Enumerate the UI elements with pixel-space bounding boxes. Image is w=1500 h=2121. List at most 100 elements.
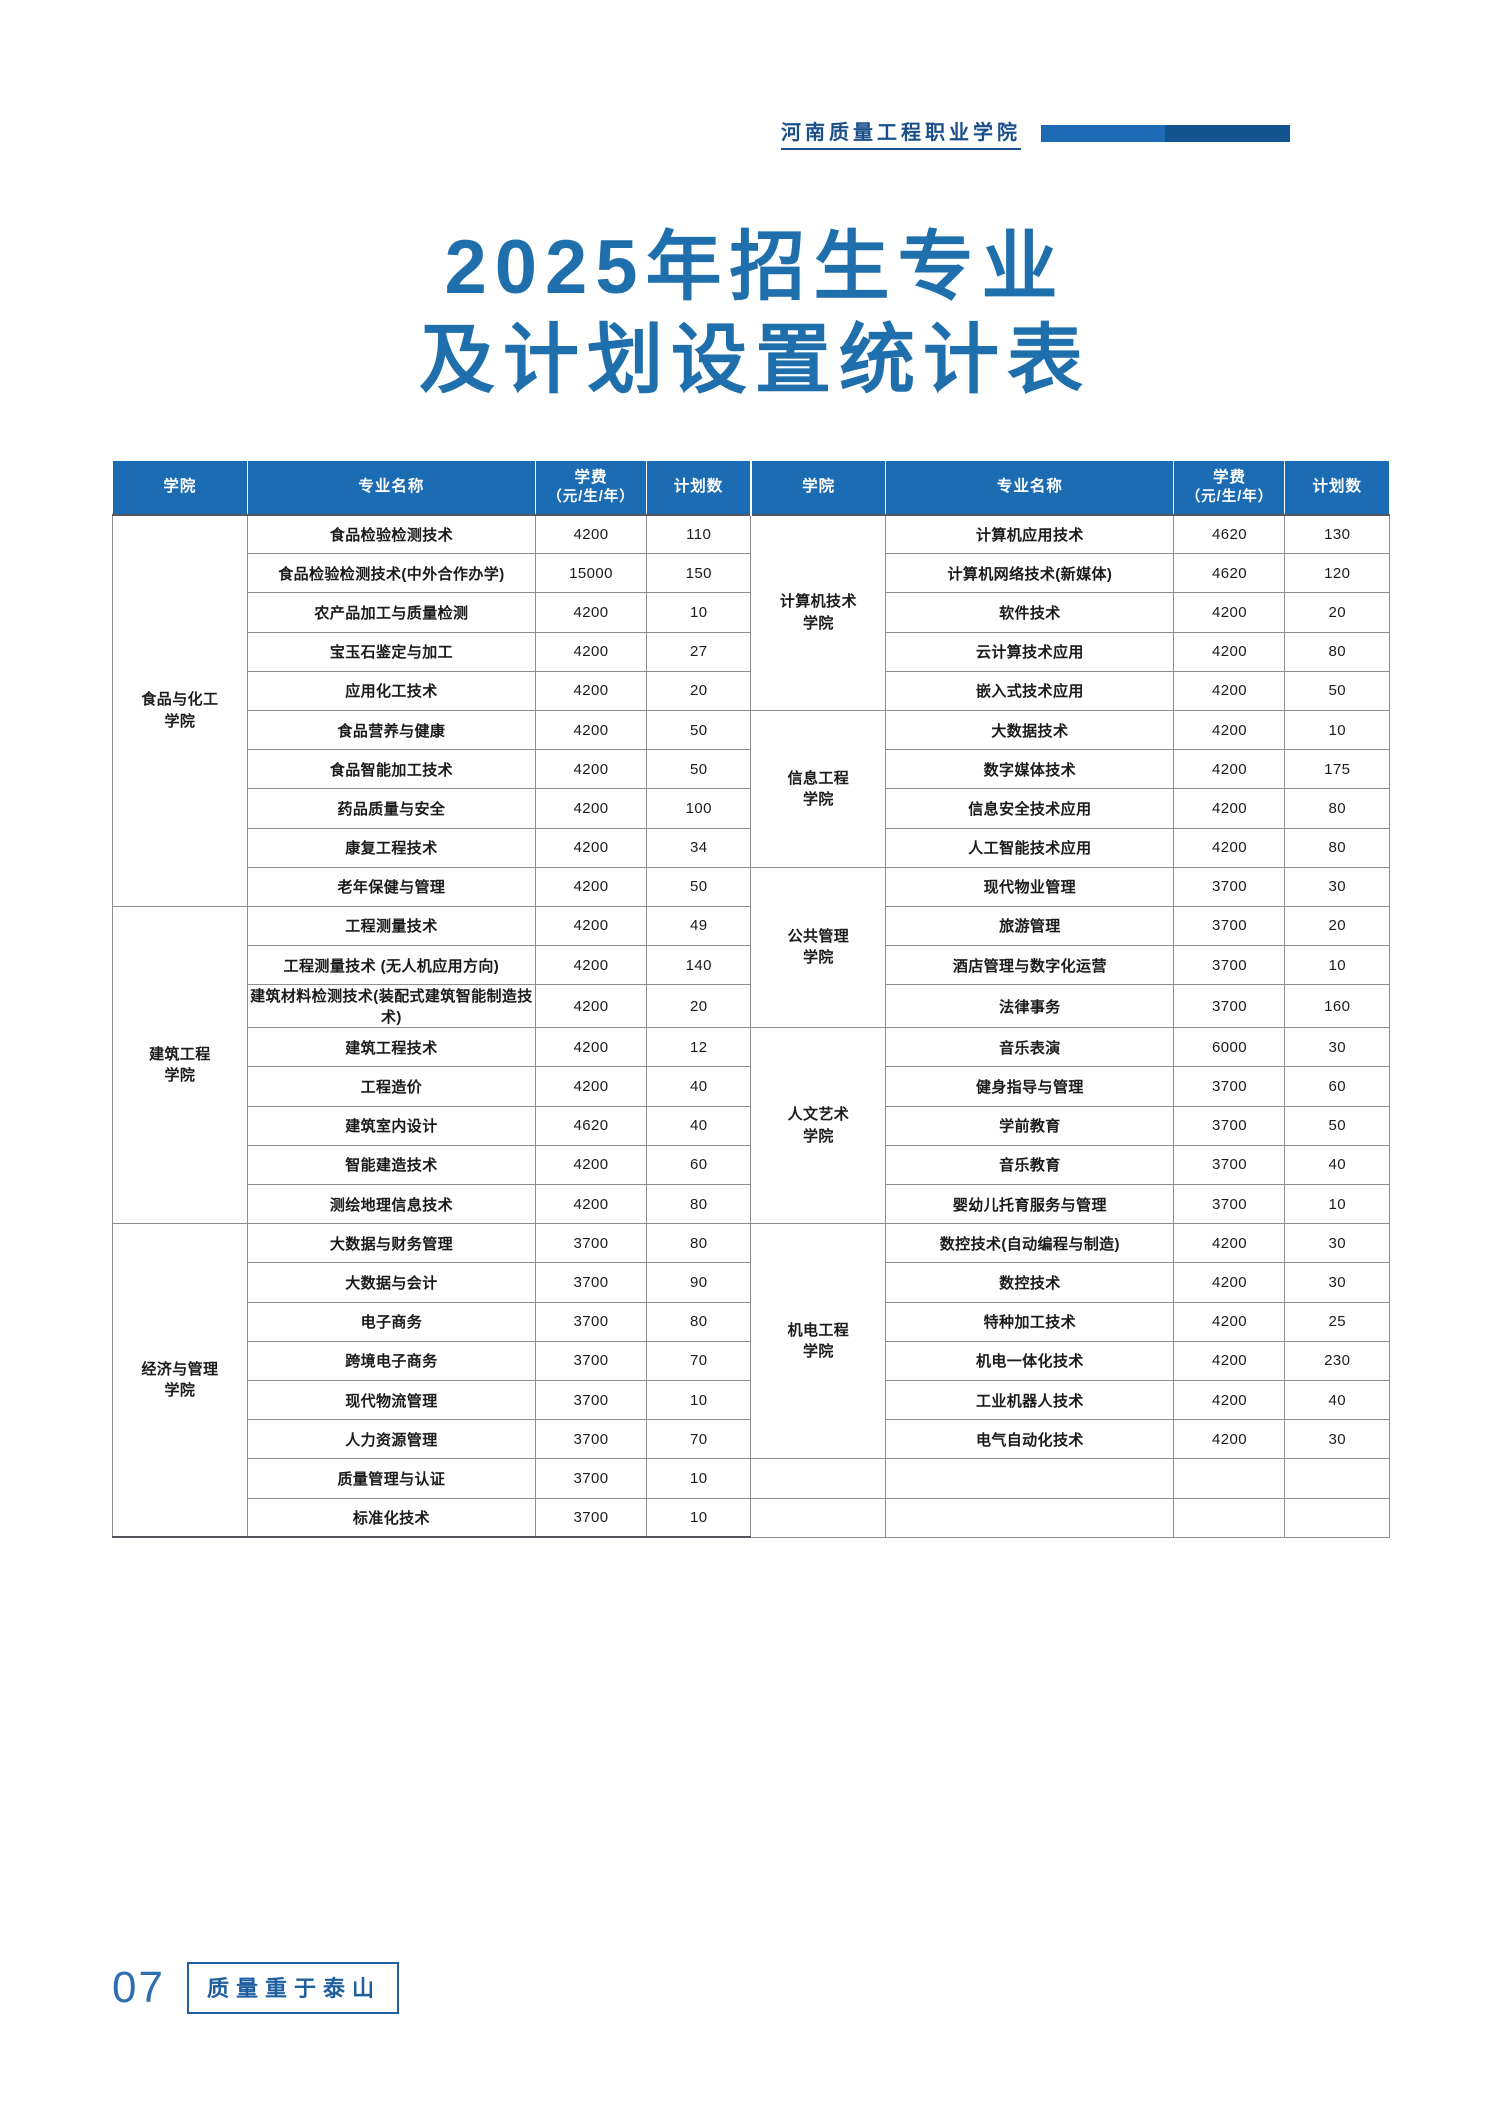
major-name-cell: 跨境电子商务 (246, 1340, 537, 1381)
plan-count-cell: 10 (1284, 945, 1390, 986)
col-header-fee-left: 学费 （元/生/年） (534, 460, 648, 515)
col-header-college-left: 学院 (112, 460, 248, 515)
tuition-fee-cell: 4200 (1173, 1223, 1286, 1264)
major-name-cell: 建筑工程技术 (246, 1027, 537, 1068)
major-name-cell: 农产品加工与质量检测 (246, 592, 537, 633)
plan-count-cell: 175 (1284, 749, 1390, 790)
major-name-cell: 老年保健与管理 (246, 866, 537, 907)
major-name-cell: 音乐教育 (885, 1144, 1175, 1186)
plan-count-cell: 40 (1284, 1379, 1390, 1421)
tuition-fee-cell: 4200 (534, 1144, 648, 1186)
tuition-fee-cell: 3700 (1173, 984, 1286, 1029)
table-header-row: 学院 专业名称 学费 （元/生/年） 计划数 学院 专业名称 学费 （元/生/年… (112, 460, 1390, 515)
plan-count-cell: 30 (1284, 1223, 1390, 1264)
major-name-cell: 现代物业管理 (885, 866, 1175, 907)
col-header-college-right: 学院 (749, 460, 887, 515)
major-name-cell: 智能建造技术 (246, 1144, 537, 1186)
empty-cell (885, 1497, 1175, 1538)
plan-count-cell: 10 (646, 1458, 752, 1499)
major-name-cell: 食品检验检测技术 (246, 513, 537, 555)
col-header-fee-unit-right: （元/生/年） (1185, 488, 1274, 505)
plan-count-cell: 50 (1284, 1105, 1390, 1146)
plan-count-cell: 70 (646, 1340, 752, 1381)
plan-count-cell: 40 (646, 1066, 752, 1107)
header-bar-dark (1165, 124, 1290, 142)
col-header-fee-unit-left: （元/生/年） (547, 488, 635, 505)
tuition-fee-cell: 4200 (1173, 592, 1286, 633)
table-row: 建筑工程 学院 工程测量技术 4200 49 旅游管理 3700 20 (112, 905, 1390, 1225)
tuition-fee-cell: 4200 (534, 670, 648, 711)
major-name-cell: 电气自动化技术 (885, 1419, 1175, 1460)
tuition-fee-cell: 3700 (1173, 905, 1286, 947)
plan-count-cell: 10 (646, 1497, 752, 1539)
table-row: 农产品加工与质量检测 4200 10 软件技术 4200 20 (113, 592, 1390, 633)
college-cell-right: 人文艺术 学院 (750, 1027, 887, 1225)
empty-cell (1284, 1497, 1390, 1538)
page-footer: 07 质量重于泰山 (112, 1962, 399, 2014)
col-header-plan-right: 计划数 (1284, 460, 1390, 515)
tuition-fee-cell: 6000 (1173, 1027, 1286, 1068)
header-decor-bars (1041, 124, 1290, 142)
plan-count-cell: 30 (1284, 1419, 1390, 1460)
tuition-fee-cell: 3700 (1173, 1066, 1286, 1107)
college-cell-right: 信息工程 学院 (750, 709, 887, 868)
table-row: 现代物流管理 3700 10 工业机器人技术 4200 40 (113, 1379, 1390, 1421)
page-title-line2: 及计划设置统计表 (419, 317, 1091, 403)
tuition-fee-cell: 3700 (1173, 866, 1286, 907)
page-number: 07 (112, 1963, 165, 2012)
tuition-fee-cell: 3700 (534, 1340, 648, 1381)
plan-count-cell: 30 (1284, 1262, 1390, 1303)
major-name-cell: 嵌入式技术应用 (885, 670, 1175, 711)
page-title: 2025年招生专业 及计划设置统计表 (0, 222, 1500, 407)
plan-count-cell: 70 (646, 1419, 752, 1460)
major-name-cell: 大数据技术 (885, 709, 1175, 751)
plan-count-cell: 12 (646, 1027, 752, 1068)
plan-count-cell: 60 (1284, 1066, 1390, 1107)
major-name-cell: 大数据与会计 (246, 1262, 537, 1303)
plan-count-cell: 10 (1284, 709, 1390, 751)
plan-count-cell: 40 (646, 1105, 752, 1146)
plan-count-cell: 20 (1284, 592, 1390, 633)
major-name-cell: 建筑材料检测技术(装配式建筑智能制造技术) (246, 984, 537, 1029)
major-name-cell: 现代物流管理 (246, 1379, 537, 1421)
tuition-fee-cell: 4200 (534, 709, 648, 751)
empty-cell (1173, 1497, 1286, 1538)
major-name-cell: 数控技术 (885, 1262, 1175, 1303)
major-name-cell: 人工智能技术应用 (885, 827, 1175, 868)
tuition-fee-cell: 4200 (534, 749, 648, 790)
tuition-fee-cell: 4200 (534, 866, 648, 907)
plan-count-cell: 80 (1284, 631, 1390, 672)
college-cell-right: 公共管理 学院 (750, 866, 887, 1029)
major-name-cell: 大数据与财务管理 (246, 1223, 537, 1264)
table-row: 康复工程技术 4200 34 人工智能技术应用 4200 80 (113, 827, 1390, 868)
tuition-fee-cell: 4200 (1173, 1262, 1286, 1303)
table-row: 宝玉石鉴定与加工 4200 27 云计算技术应用 4200 80 (113, 631, 1390, 672)
motto-badge: 质量重于泰山 (186, 1962, 399, 2014)
tuition-fee-cell: 4200 (534, 984, 648, 1029)
major-name-cell: 食品营养与健康 (246, 709, 537, 751)
empty-cell (750, 1458, 887, 1499)
table-row: 食品与化工 学院 食品检验检测技术 4200 110 计算机技术 学院 计算机应用技术 4620… (112, 513, 1390, 907)
plan-count-cell: 90 (646, 1262, 752, 1303)
plan-count-cell: 60 (646, 1144, 752, 1186)
plan-count-cell: 160 (1284, 984, 1390, 1029)
major-name-cell: 食品检验检测技术(中外合作办学) (246, 553, 537, 594)
col-header-major-left: 专业名称 (246, 460, 537, 515)
plan-count-cell: 10 (646, 1379, 752, 1421)
table-row: 工程造价 4200 40 健身指导与管理 3700 60 (113, 1066, 1390, 1107)
major-name-cell: 音乐表演 (885, 1027, 1175, 1068)
tuition-fee-cell: 4200 (1173, 1301, 1286, 1342)
tuition-fee-cell: 15000 (534, 553, 648, 594)
table-row: 电子商务 3700 80 特种加工技术 4200 25 (113, 1301, 1390, 1342)
major-name-cell: 旅游管理 (885, 905, 1175, 947)
empty-cell (885, 1458, 1175, 1499)
tuition-fee-cell: 3700 (534, 1458, 648, 1499)
table-row: 质量管理与认证 3700 10 (113, 1458, 1390, 1499)
table-row: 工程测量技术 (无人机应用方向) 4200 140 酒店管理与数字化运营 3700 10 (113, 945, 1390, 986)
plan-table-wrapper: 学院 专业名称 学费 （元/生/年） 计划数 学院 专业名称 学费 （元/生/年… (112, 460, 1390, 1539)
tuition-fee-cell: 4200 (1173, 631, 1286, 672)
plan-count-cell: 80 (646, 1223, 752, 1264)
table-row: 食品智能加工技术 4200 50 数字媒体技术 4200 175 (113, 749, 1390, 790)
plan-count-cell: 120 (1284, 553, 1390, 594)
